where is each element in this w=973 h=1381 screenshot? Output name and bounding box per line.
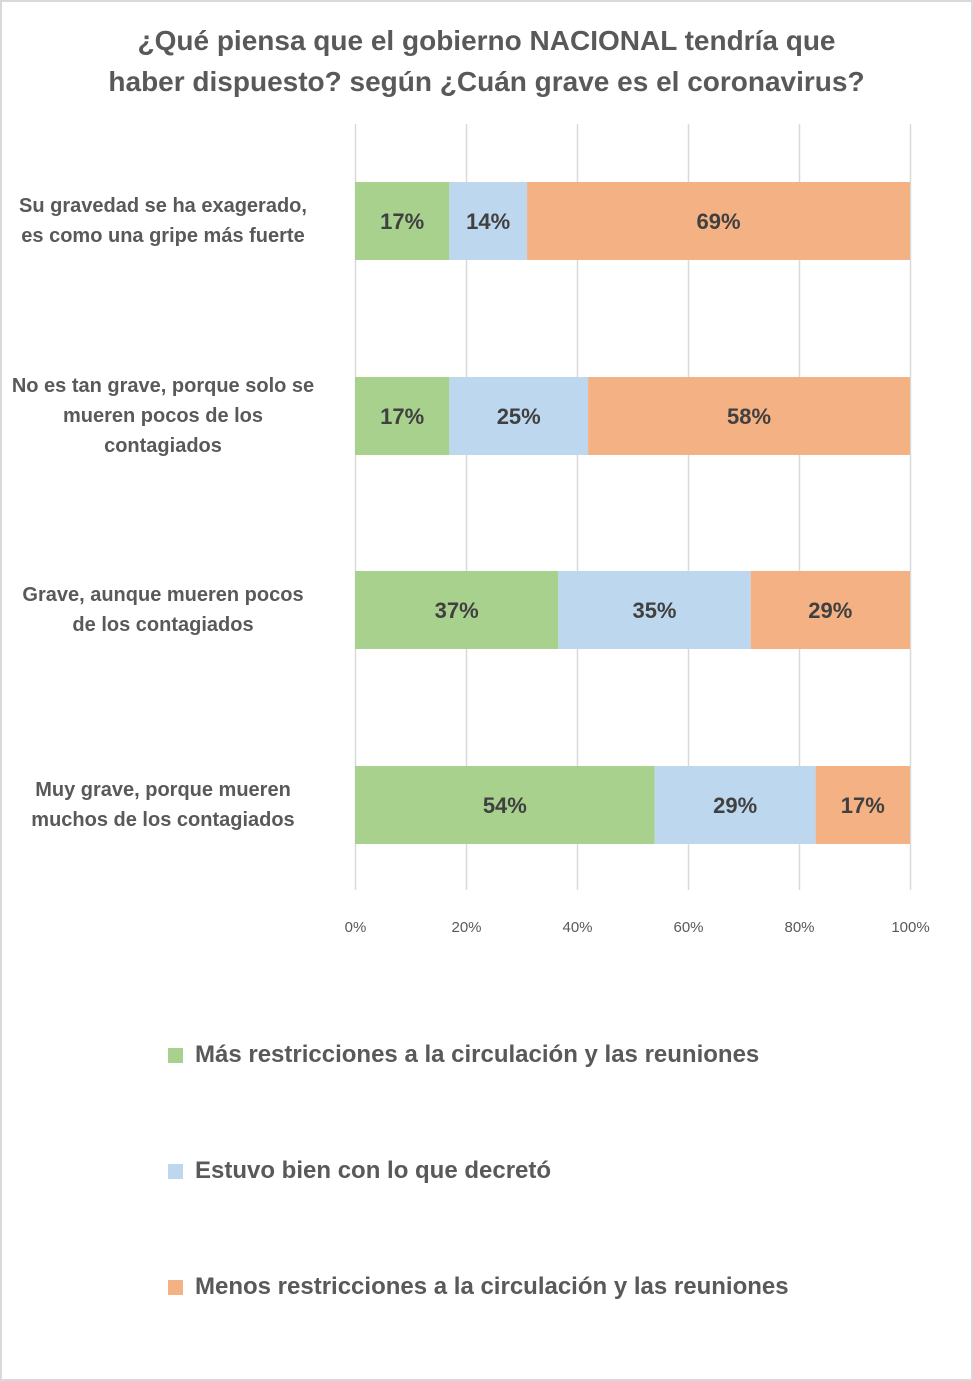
- data-label: 17%: [841, 793, 885, 818]
- legend-label: Menos restricciones a la circulación y l…: [195, 1273, 789, 1300]
- category-label-line: Su gravedad se ha exagerado,: [19, 195, 307, 217]
- category-label: Su gravedad se ha exagerado, es como una …: [0, 191, 333, 251]
- x-tick-label: 80%: [784, 919, 814, 936]
- data-label: 58%: [727, 404, 771, 429]
- bar-segment: [750, 571, 910, 649]
- category-label-line: de los contagiados: [72, 614, 254, 636]
- category-label-line: Muy grave, porque mueren: [35, 779, 291, 801]
- data-label: 25%: [497, 404, 541, 429]
- bar-segment: [449, 182, 528, 260]
- chart-title-line-2: haber dispuesto? según ¿Cuán grave es el…: [108, 66, 865, 97]
- bar-segment: [558, 571, 751, 649]
- x-axis-ticks: 0% 20% 40% 60% 80% 100%: [345, 919, 930, 936]
- x-tick-label: 40%: [562, 919, 592, 936]
- legend-swatch: [168, 1163, 183, 1179]
- category-label-line: es como una gripe más fuerte: [21, 225, 305, 247]
- data-label: 14%: [466, 209, 510, 234]
- legend-item: Más restricciones a la circulación y las…: [168, 1041, 759, 1069]
- x-tick-label: 60%: [673, 919, 703, 936]
- x-tick-label: 0%: [345, 919, 367, 936]
- data-label: 17%: [380, 209, 424, 234]
- bars: 17% 14% 69% 17% 25% 58% 37% 35% 29% 54% 29% 17%: [355, 182, 910, 844]
- data-label: 37%: [435, 598, 479, 623]
- bar-segment: [355, 571, 559, 649]
- data-label: 29%: [808, 598, 852, 623]
- category-label-line: No es tan grave, porque solo se: [11, 375, 315, 397]
- legend-label: Más restricciones a la circulación y las…: [195, 1041, 760, 1068]
- category-label-line: mueren pocos de los: [62, 405, 264, 427]
- bar-segment: [355, 182, 450, 260]
- data-label: 29%: [713, 793, 757, 818]
- bar-segment: [815, 766, 910, 844]
- bar-segment: [527, 182, 910, 260]
- data-label: 54%: [483, 793, 527, 818]
- bar-segment: [588, 377, 910, 455]
- x-tick-label: 100%: [891, 919, 929, 936]
- bar-segment: [355, 766, 655, 844]
- legend-label: Estuvo bien con lo que decretó: [195, 1157, 552, 1184]
- legend-swatch: [168, 1279, 183, 1295]
- category-label-line: Grave, aunque mueren pocos: [22, 584, 304, 606]
- chart-title-line-1: ¿Qué piensa que el gobierno NACIONAL ten…: [137, 25, 836, 56]
- legend-item: Menos restricciones a la circulación y l…: [168, 1273, 789, 1301]
- data-label: 17%: [380, 404, 424, 429]
- category-label: Muy grave, porque mueren muchos de los co…: [0, 775, 333, 835]
- x-tick-label: 20%: [451, 919, 481, 936]
- legend-item: Estuvo bien con lo que decretó: [168, 1157, 551, 1185]
- category-label: No es tan grave, porque solo se mueren po…: [0, 371, 333, 461]
- category-label-line: muchos de los contagiados: [31, 809, 295, 831]
- chart-title: ¿Qué piensa que el gobierno NACIONAL ten…: [0, 20, 973, 102]
- bar-segment: [355, 377, 450, 455]
- data-label: 69%: [697, 209, 741, 234]
- category-label-line: contagiados: [104, 435, 222, 457]
- bar-segment: [449, 377, 589, 455]
- category-label: Grave, aunque mueren pocos de los contagi…: [0, 580, 333, 640]
- bar-segment: [654, 766, 816, 844]
- data-label: 35%: [632, 598, 676, 623]
- legend-swatch: [168, 1047, 183, 1063]
